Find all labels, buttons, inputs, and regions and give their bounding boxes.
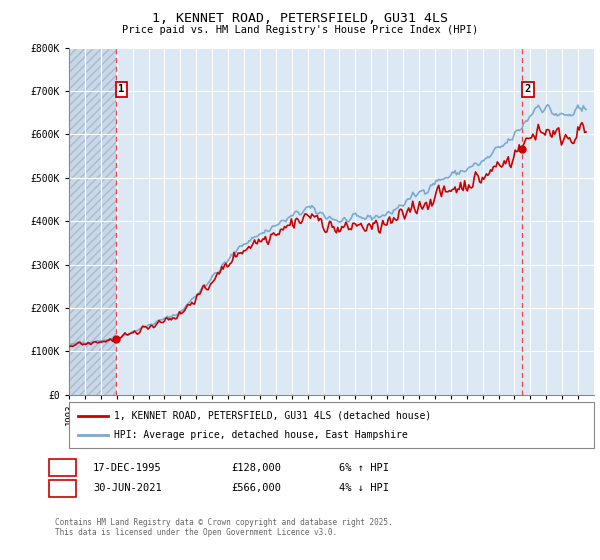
Text: HPI: Average price, detached house, East Hampshire: HPI: Average price, detached house, East… — [114, 430, 408, 440]
Text: 1, KENNET ROAD, PETERSFIELD, GU31 4LS (detached house): 1, KENNET ROAD, PETERSFIELD, GU31 4LS (d… — [114, 411, 431, 421]
Text: £128,000: £128,000 — [231, 463, 281, 473]
Text: 30-JUN-2021: 30-JUN-2021 — [93, 483, 162, 493]
Text: 1: 1 — [59, 463, 66, 473]
Text: £566,000: £566,000 — [231, 483, 281, 493]
Text: Contains HM Land Registry data © Crown copyright and database right 2025.
This d: Contains HM Land Registry data © Crown c… — [55, 518, 393, 538]
Text: Price paid vs. HM Land Registry's House Price Index (HPI): Price paid vs. HM Land Registry's House … — [122, 25, 478, 35]
Text: 1: 1 — [118, 84, 125, 94]
Text: 1, KENNET ROAD, PETERSFIELD, GU31 4LS: 1, KENNET ROAD, PETERSFIELD, GU31 4LS — [152, 12, 448, 25]
Text: 4% ↓ HPI: 4% ↓ HPI — [339, 483, 389, 493]
Text: 17-DEC-1995: 17-DEC-1995 — [93, 463, 162, 473]
Text: 2: 2 — [525, 84, 531, 94]
Text: 6% ↑ HPI: 6% ↑ HPI — [339, 463, 389, 473]
Text: 2: 2 — [59, 483, 66, 493]
